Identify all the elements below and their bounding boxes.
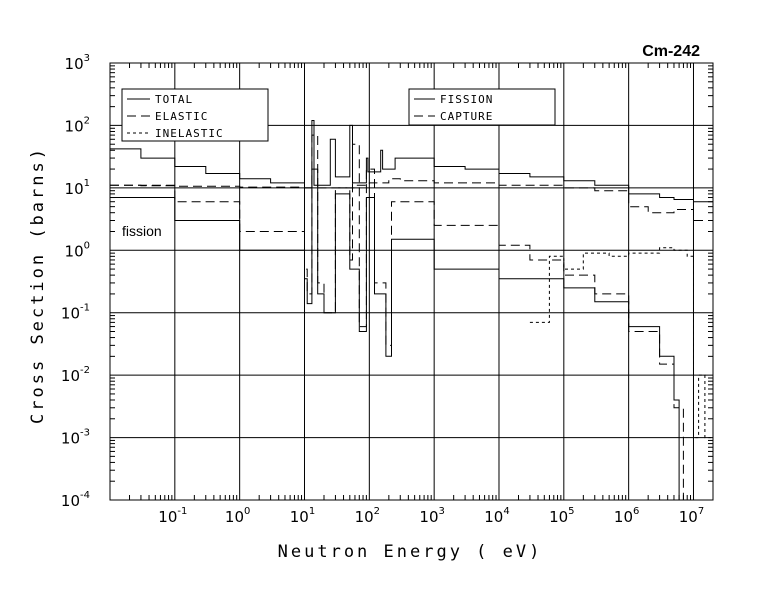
chart-title: Cm-242 <box>642 43 700 60</box>
legend-label-capture: CAPTURE <box>440 110 493 123</box>
y-tick-label: 100 <box>65 240 90 260</box>
x-tick-label: 107 <box>679 506 704 526</box>
legend-left-box <box>121 88 269 142</box>
legend-label-fission: FISSION <box>440 93 493 106</box>
axis-ticks: 10-1 100 101 102 103 104 105 106 107 103 102 101 100… <box>61 53 714 526</box>
x-tick-label: 102 <box>355 506 380 526</box>
legend-right: FISSION CAPTURE <box>408 88 556 126</box>
legend-left: TOTAL ELASTIC INELASTIC <box>121 88 269 142</box>
y-tick-label: 103 <box>65 53 90 73</box>
series-inelastic <box>529 247 714 439</box>
series-elastic <box>110 178 714 226</box>
legend-label-elastic: ELASTIC <box>155 110 208 123</box>
y-axis-label: Cross Section (barns) <box>28 146 48 424</box>
y-tick-label: 102 <box>65 115 90 135</box>
y-tick-label: 101 <box>65 178 90 198</box>
x-tick-label: 105 <box>549 506 574 526</box>
plot-frame <box>109 62 714 501</box>
series-group <box>110 120 714 501</box>
x-tick-label: 100 <box>225 506 250 526</box>
y-tick-label: 10-4 <box>61 490 90 510</box>
x-tick-label: 103 <box>419 506 444 526</box>
y-tick-label: 10-1 <box>61 303 90 323</box>
x-tick-label: 101 <box>290 506 315 526</box>
legend-label-inelastic: INELASTIC <box>155 127 224 140</box>
legend-right-box <box>408 88 556 126</box>
x-tick-label: 104 <box>484 506 509 526</box>
x-tick-label: 106 <box>614 506 639 526</box>
legend-label-total: TOTAL <box>155 93 193 106</box>
fission-annotation: fission <box>122 223 162 239</box>
x-tick-label: 10-1 <box>158 506 187 526</box>
x-axis-label: Neutron Energy ( eV) <box>278 542 543 562</box>
series-capture <box>110 134 688 501</box>
series-total <box>110 120 714 205</box>
y-tick-label: 10-3 <box>61 428 90 448</box>
y-tick-label: 10-2 <box>61 365 90 385</box>
